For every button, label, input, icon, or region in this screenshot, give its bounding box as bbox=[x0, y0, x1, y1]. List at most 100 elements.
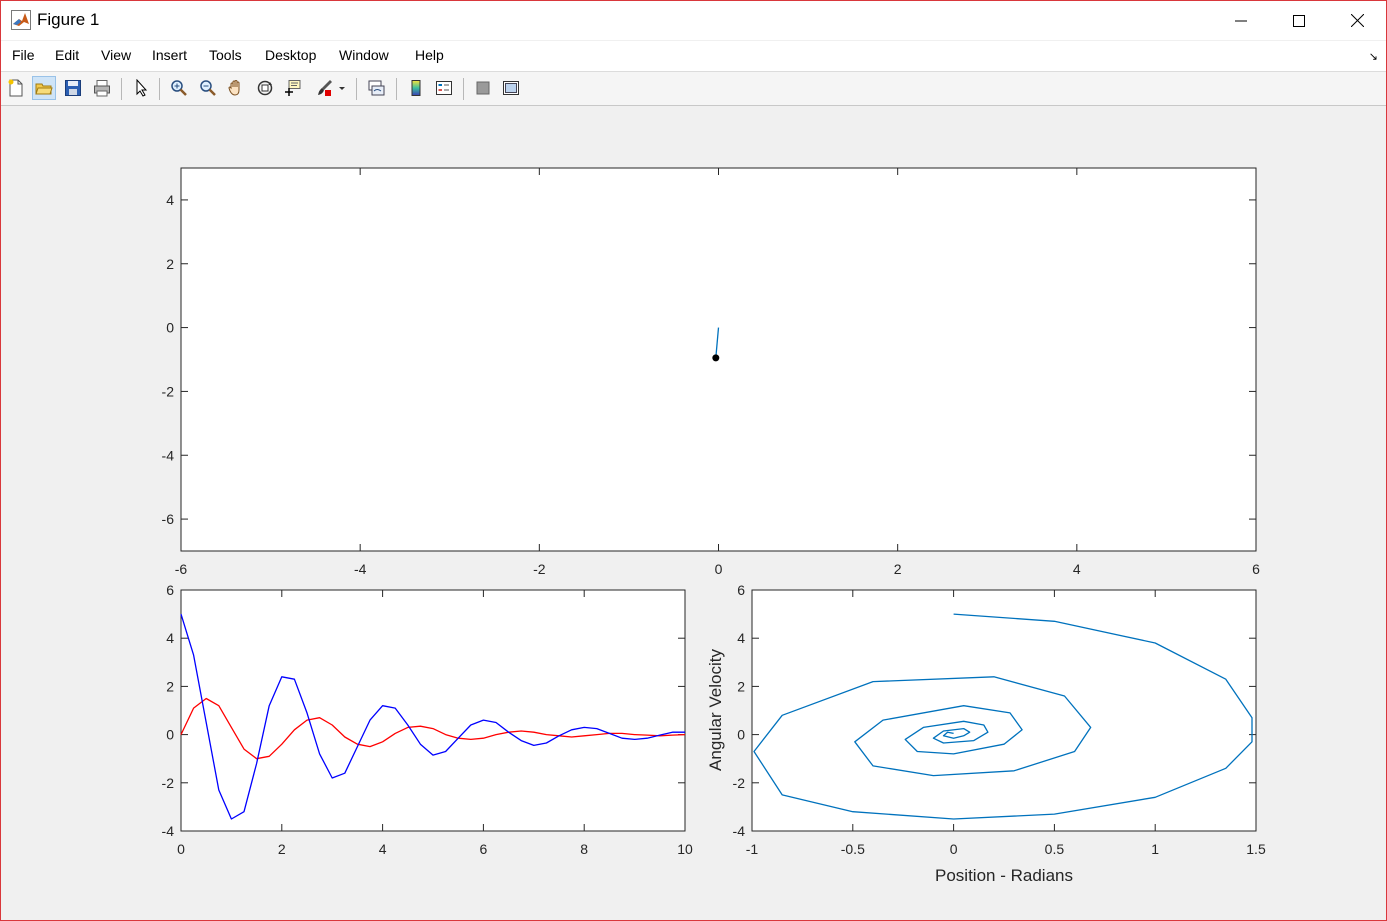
y-tick-label: 2 bbox=[166, 256, 174, 272]
data-cursor-icon bbox=[285, 80, 301, 96]
insert-legend-button[interactable] bbox=[432, 76, 456, 100]
y-tick-label: -4 bbox=[162, 447, 175, 463]
maximize-icon bbox=[1293, 14, 1305, 27]
y-tick-label: 2 bbox=[166, 678, 174, 694]
toolbar-separator bbox=[121, 78, 122, 100]
brush-icon bbox=[318, 80, 332, 96]
hide-plot-tools-icon bbox=[476, 81, 490, 95]
y-tick-label: 0 bbox=[166, 320, 174, 336]
open-file-icon bbox=[35, 83, 53, 95]
insert-colorbar-button[interactable] bbox=[404, 76, 428, 100]
save-icon bbox=[65, 80, 81, 96]
rotate-3d-icon bbox=[257, 80, 273, 96]
x-tick-label: -2 bbox=[533, 561, 546, 577]
print-button[interactable] bbox=[90, 76, 114, 100]
x-tick-label: 0 bbox=[950, 841, 958, 857]
menu-window[interactable]: Window bbox=[339, 47, 389, 63]
zoom-out-button[interactable] bbox=[196, 76, 220, 100]
bottom-right-axes: -1 -0.5 0 0.5 1 1.5 -4 -2 0 2 4 6 Position - Radian… bbox=[706, 582, 1266, 885]
edit-plot-button[interactable] bbox=[129, 76, 153, 100]
rotate-3d-button[interactable] bbox=[253, 76, 277, 100]
x-tick-label: -1 bbox=[746, 841, 759, 857]
x-tick-label: 8 bbox=[580, 841, 588, 857]
chevron-down-icon bbox=[339, 87, 345, 90]
brush-dropdown-button[interactable] bbox=[335, 76, 349, 100]
toolbar-separator bbox=[396, 78, 397, 100]
menu-view[interactable]: View bbox=[101, 47, 132, 63]
close-button[interactable] bbox=[1328, 1, 1386, 40]
y-tick-label: -4 bbox=[733, 823, 746, 839]
x-tick-label: 6 bbox=[480, 841, 488, 857]
zoom-out-icon bbox=[200, 80, 216, 96]
pendulum-bob-point bbox=[712, 354, 720, 362]
save-button[interactable] bbox=[61, 76, 85, 100]
y-tick-label: 2 bbox=[737, 678, 745, 694]
y-tick-label: -6 bbox=[162, 511, 175, 527]
y-tick-label: 6 bbox=[737, 582, 745, 598]
x-tick-label: 6 bbox=[1252, 561, 1260, 577]
legend-icon bbox=[436, 81, 452, 95]
title-bar: Figure 1 bbox=[1, 1, 1386, 40]
zoom-in-icon bbox=[171, 80, 187, 96]
x-tick-label: 0 bbox=[177, 841, 185, 857]
minimize-icon bbox=[1235, 20, 1247, 21]
maximize-button[interactable] bbox=[1270, 1, 1328, 40]
minimize-button[interactable] bbox=[1212, 1, 1270, 40]
y-tick-label: 4 bbox=[737, 630, 745, 646]
menu-insert[interactable]: Insert bbox=[152, 47, 188, 63]
menu-bar: File Edit View Insert Tools Desktop Wind… bbox=[1, 41, 1386, 72]
x-tick-label: 2 bbox=[894, 561, 902, 577]
top-axes: -6 -4 -2 0 2 4 6 -6 -4 -2 0 2 4 bbox=[162, 167, 1260, 577]
y-tick-label: 4 bbox=[166, 630, 174, 646]
matlab-logo-icon bbox=[11, 10, 31, 30]
print-icon bbox=[94, 80, 110, 97]
bottom-left-axes-box bbox=[180, 589, 686, 832]
toolbar-separator bbox=[463, 78, 464, 100]
figure-toolbar bbox=[1, 72, 1386, 106]
x-tick-label: 1.5 bbox=[1246, 841, 1266, 857]
y-tick-label: -4 bbox=[162, 823, 175, 839]
y-tick-label: 4 bbox=[166, 192, 174, 208]
x-tick-label: -4 bbox=[354, 561, 367, 577]
menu-tools[interactable]: Tools bbox=[209, 47, 242, 63]
menu-file[interactable]: File bbox=[12, 47, 35, 63]
hide-plot-tools-button[interactable] bbox=[471, 76, 495, 100]
series-line bbox=[180, 613, 685, 820]
pan-hand-icon bbox=[228, 79, 240, 96]
show-plot-tools-icon bbox=[503, 81, 519, 95]
dock-arrow-icon[interactable]: ↘ bbox=[1368, 51, 1378, 63]
menu-desktop[interactable]: Desktop bbox=[265, 47, 317, 63]
x-tick-label: -6 bbox=[175, 561, 188, 577]
y-tick-label: -2 bbox=[162, 383, 175, 399]
pointer-icon bbox=[136, 79, 148, 97]
zoom-in-button[interactable] bbox=[167, 76, 191, 100]
y-tick-label: -2 bbox=[162, 775, 175, 791]
series-line bbox=[715, 327, 720, 358]
y-tick-label: 6 bbox=[166, 582, 174, 598]
bottom-right-axes-box bbox=[751, 589, 1257, 832]
x-axis-label: Position - Radians bbox=[935, 866, 1073, 885]
open-file-button[interactable] bbox=[32, 76, 56, 100]
menu-help[interactable]: Help bbox=[415, 47, 444, 63]
toolbar-separator bbox=[356, 78, 357, 100]
x-tick-label: 4 bbox=[1073, 561, 1081, 577]
close-icon bbox=[1350, 14, 1364, 27]
pan-button[interactable] bbox=[224, 76, 248, 100]
new-figure-button[interactable] bbox=[4, 76, 28, 100]
data-cursor-button[interactable] bbox=[281, 76, 305, 100]
show-plot-tools-button[interactable] bbox=[499, 76, 523, 100]
menu-edit[interactable]: Edit bbox=[55, 47, 80, 63]
bottom-left-axes: 0 2 4 6 8 10 -4 -2 0 2 4 6 bbox=[162, 582, 693, 857]
brush-button[interactable] bbox=[312, 76, 336, 100]
window-title: Figure 1 bbox=[37, 10, 100, 29]
x-tick-label: 0.5 bbox=[1045, 841, 1065, 857]
new-figure-icon bbox=[8, 79, 23, 97]
x-tick-label: 10 bbox=[677, 841, 693, 857]
series-line bbox=[180, 697, 686, 760]
x-tick-label: 0 bbox=[715, 561, 723, 577]
y-tick-label: 0 bbox=[737, 727, 745, 743]
y-tick-label: -2 bbox=[733, 775, 746, 791]
link-plot-button[interactable] bbox=[364, 76, 388, 100]
